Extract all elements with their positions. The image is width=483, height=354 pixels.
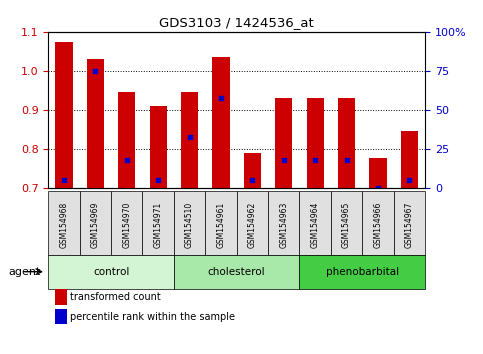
Bar bbox=[150, 106, 167, 188]
Text: GSM154510: GSM154510 bbox=[185, 202, 194, 248]
Bar bbox=[275, 98, 292, 188]
Bar bbox=[338, 98, 355, 188]
Text: GSM154965: GSM154965 bbox=[342, 201, 351, 248]
Bar bbox=[307, 98, 324, 188]
Text: GSM154969: GSM154969 bbox=[91, 201, 100, 248]
Bar bbox=[118, 92, 135, 188]
Text: GSM154970: GSM154970 bbox=[122, 201, 131, 248]
Bar bbox=[56, 42, 72, 188]
Text: GSM154964: GSM154964 bbox=[311, 201, 320, 248]
Text: transformed count: transformed count bbox=[70, 292, 161, 302]
Text: agent: agent bbox=[9, 267, 41, 277]
Text: GSM154968: GSM154968 bbox=[59, 202, 69, 248]
Text: GSM154971: GSM154971 bbox=[154, 202, 163, 248]
Text: cholesterol: cholesterol bbox=[208, 267, 266, 277]
Text: GSM154963: GSM154963 bbox=[279, 201, 288, 248]
Bar bbox=[244, 153, 261, 188]
Text: GSM154966: GSM154966 bbox=[373, 201, 383, 248]
Bar bbox=[369, 159, 386, 188]
Text: phenobarbital: phenobarbital bbox=[326, 267, 399, 277]
Bar bbox=[213, 57, 229, 188]
Text: control: control bbox=[93, 267, 129, 277]
Text: GSM154967: GSM154967 bbox=[405, 201, 414, 248]
Title: GDS3103 / 1424536_at: GDS3103 / 1424536_at bbox=[159, 16, 314, 29]
Bar bbox=[87, 59, 104, 188]
Text: GSM154962: GSM154962 bbox=[248, 202, 257, 248]
Text: percentile rank within the sample: percentile rank within the sample bbox=[70, 312, 235, 321]
Bar bbox=[181, 92, 198, 188]
Text: GSM154961: GSM154961 bbox=[216, 202, 226, 248]
Bar bbox=[401, 131, 418, 188]
